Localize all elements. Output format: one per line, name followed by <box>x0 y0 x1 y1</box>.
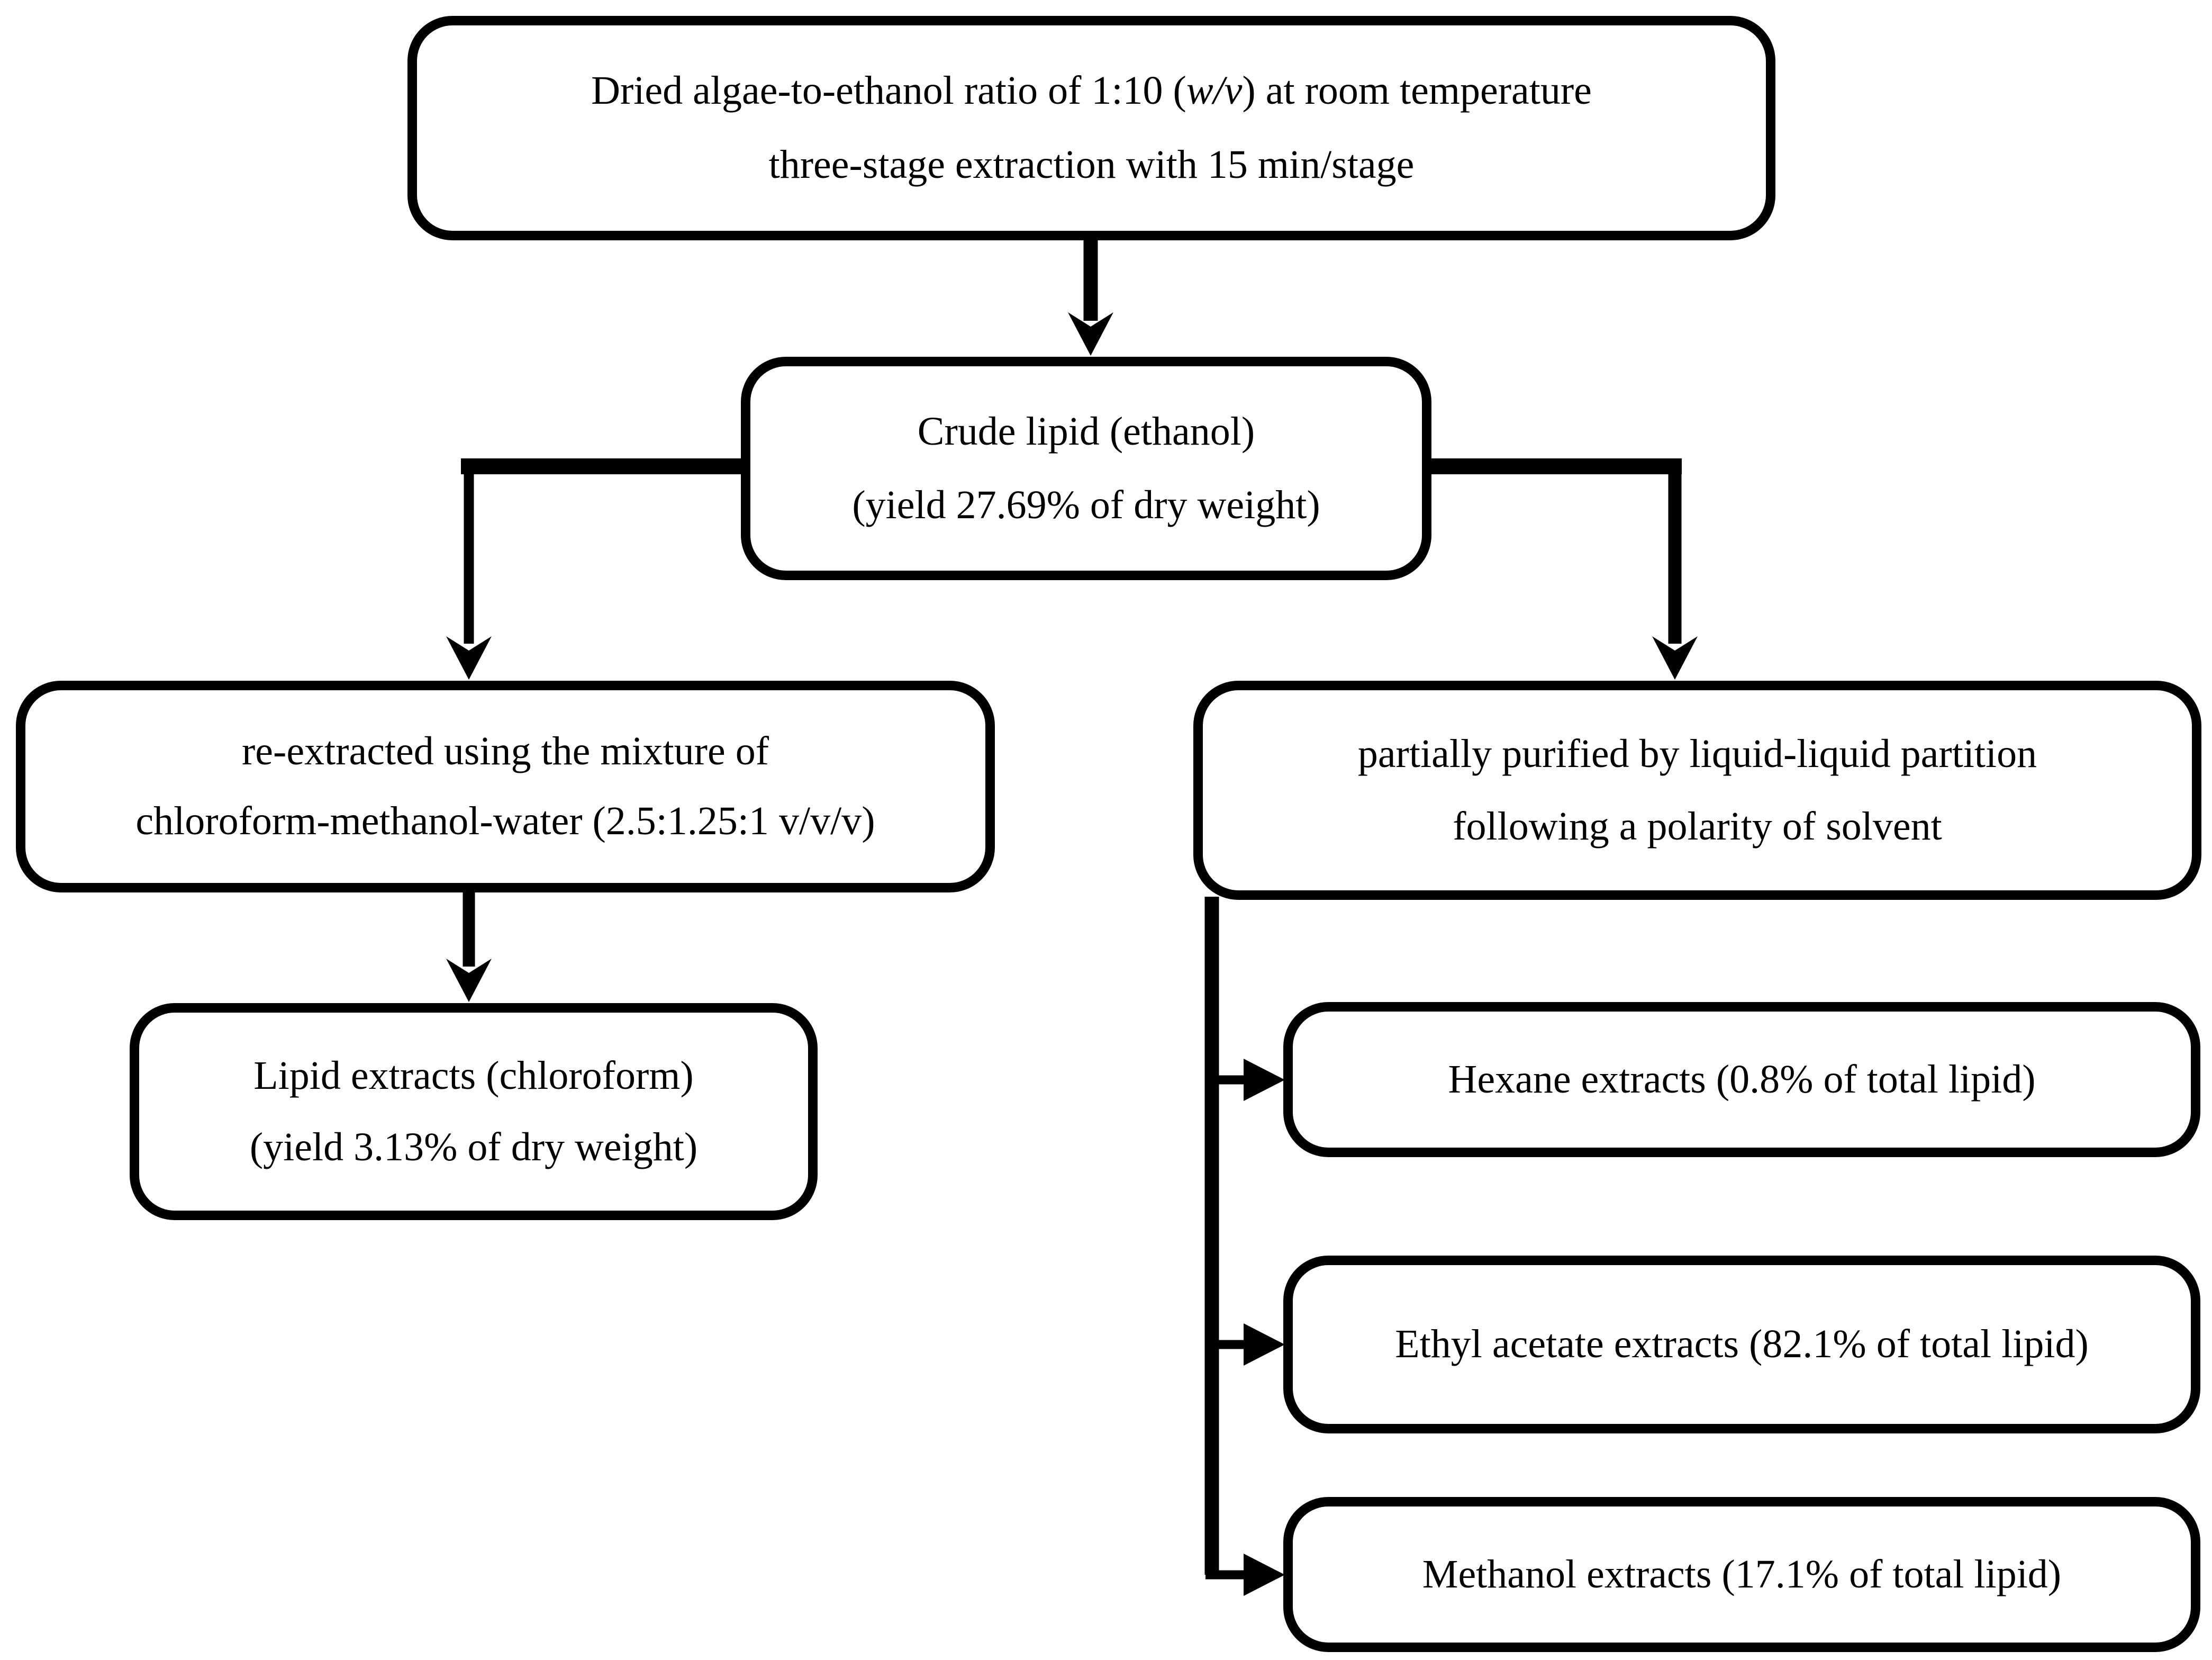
node-extraction-conditions: Dried algae-to-ethanol ratio of 1:10 (w/… <box>407 16 1775 240</box>
node-text-line: partially purified by liquid-liquid part… <box>1357 732 2037 777</box>
node-methanol-extracts: Methanol extracts (17.1% of total lipid) <box>1283 1497 2200 1652</box>
arrow-top-to-crude <box>1068 238 1113 356</box>
node-text-line: re-extracted using the mixture of <box>241 729 769 774</box>
node-crude-lipid: Crude lipid (ethanol) (yield 27.69% of d… <box>741 357 1431 580</box>
text-segment-italic: w/v <box>1186 68 1243 113</box>
node-lipid-extracts: Lipid extracts (chloroform) (yield 3.13%… <box>130 1003 818 1220</box>
node-text-line: Dried algae-to-ethanol ratio of 1:10 (w/… <box>591 68 1592 114</box>
node-text-line: following a polarity of solvent <box>1453 804 1942 849</box>
node-text-line: Ethyl acetate extracts (82.1% of total l… <box>1395 1322 2089 1367</box>
text-segment: ) at room temperature <box>1242 68 1592 113</box>
arrow-trunk-to-methanol <box>1205 1554 1285 1596</box>
node-reextracted: re-extracted using the mixture of chloro… <box>16 681 995 892</box>
node-text-line: Lipid extracts (chloroform) <box>253 1053 694 1098</box>
node-text-line: Crude lipid (ethanol) <box>917 409 1255 454</box>
node-text-line: Methanol extracts (17.1% of total lipid) <box>1422 1551 2062 1596</box>
arrow-crude-to-reextracted <box>446 458 746 680</box>
node-partition: partially purified by liquid-liquid part… <box>1193 681 2201 900</box>
text-segment: Dried algae-to-ethanol ratio of 1:10 ( <box>591 68 1186 113</box>
arrow-trunk-to-ethyl-acetate <box>1205 1323 1285 1366</box>
node-hexane-extracts: Hexane extracts (0.8% of total lipid) <box>1283 1002 2200 1157</box>
node-text-line: chloroform-methanol-water (2.5:1.25:1 v/… <box>135 799 875 844</box>
arrow-crude-to-partition <box>1426 458 1698 680</box>
node-text-line: three-stage extraction with 15 min/stage <box>768 142 1415 187</box>
node-text-line: Hexane extracts (0.8% of total lipid) <box>1448 1057 2036 1102</box>
arrow-trunk-to-hexane <box>1205 1059 1285 1101</box>
node-text-line: (yield 3.13% of dry weight) <box>249 1124 698 1169</box>
node-text-line: (yield 27.69% of dry weight) <box>852 482 1320 527</box>
node-ethyl-acetate-extracts: Ethyl acetate extracts (82.1% of total l… <box>1283 1256 2200 1433</box>
arrow-reextracted-to-lipid <box>446 889 492 1002</box>
